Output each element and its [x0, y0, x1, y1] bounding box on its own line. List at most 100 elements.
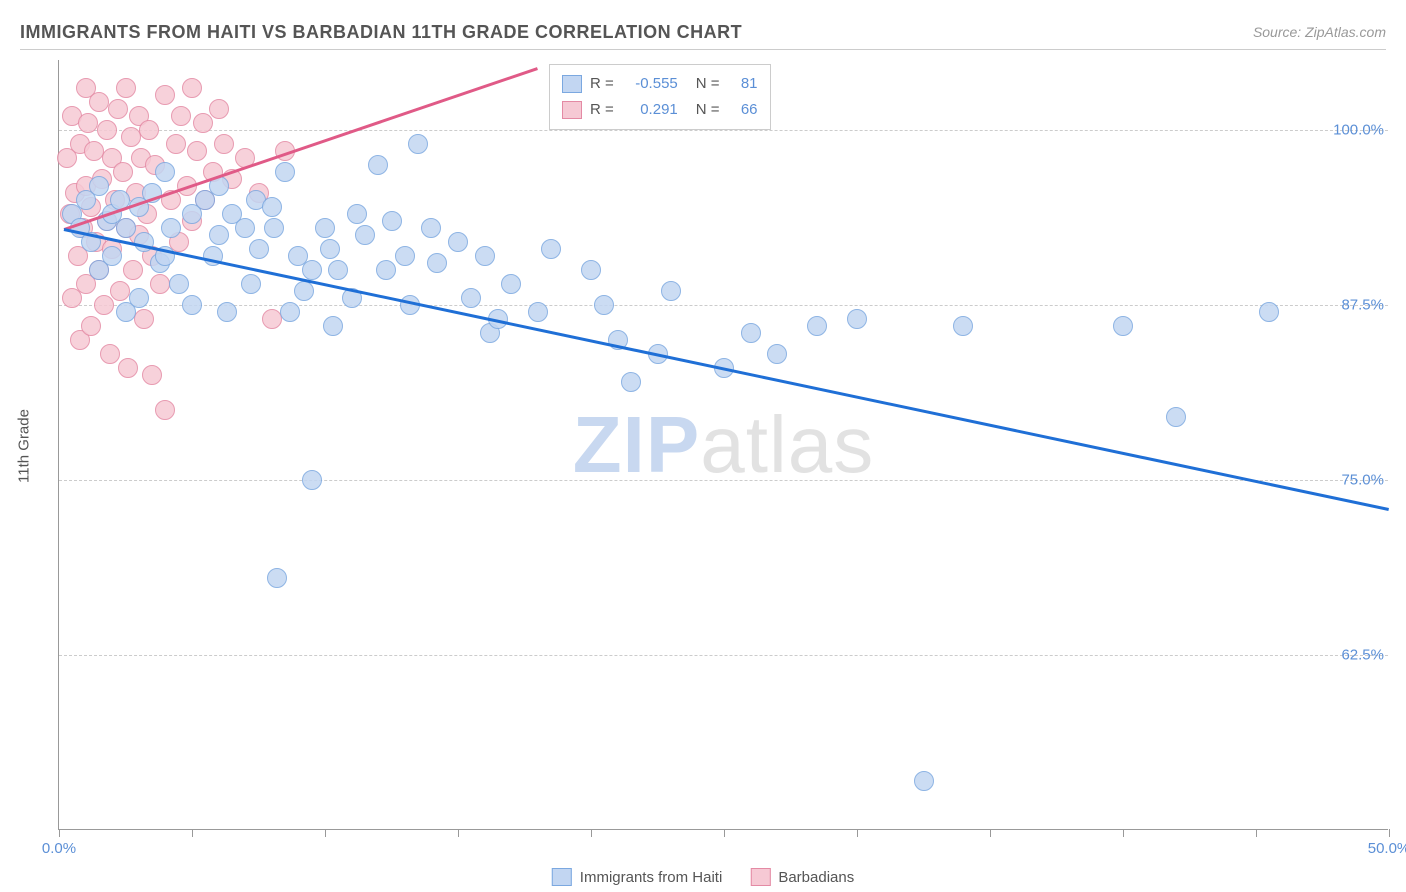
x-tick-label: 0.0% [42, 840, 76, 857]
point-series-a [408, 134, 428, 154]
point-series-a [501, 274, 521, 294]
stat-r-a: -0.555 [622, 71, 678, 97]
x-tick [990, 829, 991, 837]
point-series-a [448, 232, 468, 252]
x-tick [192, 829, 193, 837]
point-series-a [217, 302, 237, 322]
point-series-b [121, 127, 141, 147]
watermark: ZIPatlas [573, 399, 874, 491]
point-series-a [249, 239, 269, 259]
point-series-b [155, 400, 175, 420]
point-series-b [155, 85, 175, 105]
point-series-b [84, 141, 104, 161]
y-tick-label: 87.5% [1341, 297, 1390, 314]
y-tick-label: 100.0% [1333, 122, 1390, 139]
title-bar: IMMIGRANTS FROM HAITI VS BARBADIAN 11TH … [20, 22, 1386, 50]
point-series-a [264, 218, 284, 238]
point-series-a [267, 568, 287, 588]
point-series-a [275, 162, 295, 182]
y-tick-label: 62.5% [1341, 647, 1390, 664]
point-series-b [78, 113, 98, 133]
point-series-a [953, 316, 973, 336]
legend-item-b: Barbadians [750, 868, 854, 886]
trendline-a [64, 228, 1389, 510]
point-series-a [209, 225, 229, 245]
point-series-a [847, 309, 867, 329]
point-series-a [116, 218, 136, 238]
point-series-a [315, 218, 335, 238]
legend-swatch-a [552, 868, 572, 886]
gridline [59, 655, 1388, 656]
stats-row-b: R = 0.291 N = 66 [562, 97, 758, 123]
stat-r-b: 0.291 [622, 97, 678, 123]
point-series-a [1259, 302, 1279, 322]
point-series-a [475, 246, 495, 266]
x-tick [724, 829, 725, 837]
point-series-b [81, 316, 101, 336]
point-series-a [741, 323, 761, 343]
stats-swatch-b [562, 101, 582, 119]
x-tick [458, 829, 459, 837]
point-series-a [302, 470, 322, 490]
point-series-b [100, 344, 120, 364]
point-series-a [427, 253, 447, 273]
point-series-b [139, 120, 159, 140]
point-series-a [161, 218, 181, 238]
x-tick-label: 50.0% [1368, 840, 1406, 857]
legend-label-a: Immigrants from Haiti [580, 869, 723, 886]
point-series-a [262, 197, 282, 217]
stat-n-b: 66 [728, 97, 758, 123]
point-series-a [355, 225, 375, 245]
point-series-b [150, 274, 170, 294]
x-tick [857, 829, 858, 837]
point-series-a [169, 274, 189, 294]
chart-title: IMMIGRANTS FROM HAITI VS BARBADIAN 11TH … [20, 22, 742, 42]
point-series-a [182, 295, 202, 315]
plot-area: ZIPatlas R = -0.555 N = 81 R = 0.291 N =… [58, 60, 1388, 830]
point-series-a [594, 295, 614, 315]
point-series-a [155, 162, 175, 182]
point-series-b [97, 120, 117, 140]
point-series-a [461, 288, 481, 308]
point-series-b [94, 295, 114, 315]
point-series-b [89, 92, 109, 112]
point-series-a [129, 288, 149, 308]
stats-row-a: R = -0.555 N = 81 [562, 71, 758, 97]
point-series-a [528, 302, 548, 322]
bottom-legend: Immigrants from Haiti Barbadians [552, 868, 854, 886]
point-series-a [914, 771, 934, 791]
x-tick [591, 829, 592, 837]
x-tick [1389, 829, 1390, 837]
point-series-a [302, 260, 322, 280]
point-series-a [328, 260, 348, 280]
point-series-a [421, 218, 441, 238]
point-series-a [235, 218, 255, 238]
point-series-b [108, 99, 128, 119]
point-series-a [621, 372, 641, 392]
x-tick [1256, 829, 1257, 837]
point-series-b [214, 134, 234, 154]
point-series-a [581, 260, 601, 280]
point-series-b [134, 309, 154, 329]
point-series-b [116, 78, 136, 98]
point-series-b [187, 141, 207, 161]
point-series-a [347, 204, 367, 224]
point-series-a [294, 281, 314, 301]
gridline [59, 305, 1388, 306]
point-series-b [171, 106, 191, 126]
point-series-b [113, 162, 133, 182]
y-tick-label: 75.0% [1341, 472, 1390, 489]
gridline [59, 130, 1388, 131]
point-series-b [118, 358, 138, 378]
point-series-a [241, 274, 261, 294]
stat-n-a: 81 [728, 71, 758, 97]
point-series-b [110, 281, 130, 301]
legend-label-b: Barbadians [778, 869, 854, 886]
point-series-b [262, 309, 282, 329]
point-series-a [807, 316, 827, 336]
point-series-b [123, 260, 143, 280]
point-series-b [142, 365, 162, 385]
x-tick [1123, 829, 1124, 837]
point-series-a [382, 211, 402, 231]
point-series-a [661, 281, 681, 301]
